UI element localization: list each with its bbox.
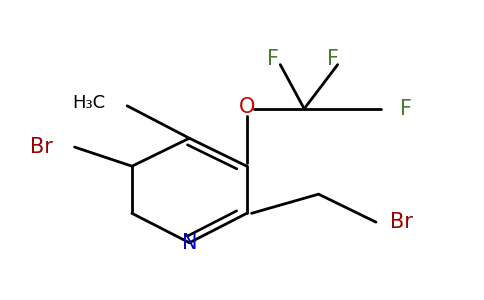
Text: H₃C: H₃C xyxy=(73,94,106,112)
Text: F: F xyxy=(267,49,279,69)
Text: N: N xyxy=(182,233,197,253)
Text: F: F xyxy=(327,49,339,69)
Text: F: F xyxy=(400,99,412,119)
Text: Br: Br xyxy=(30,137,53,157)
Text: Br: Br xyxy=(390,212,413,232)
Text: O: O xyxy=(239,97,255,117)
